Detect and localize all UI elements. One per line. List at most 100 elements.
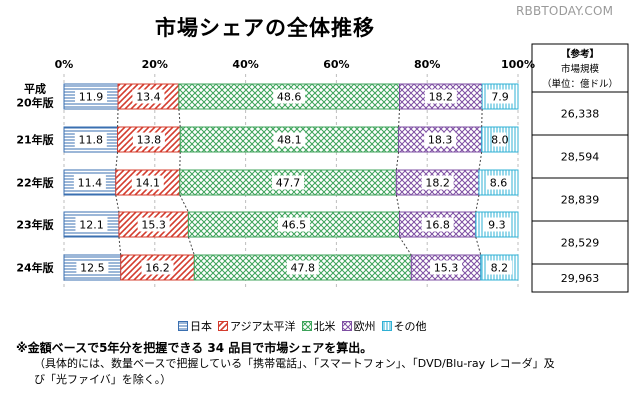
- connector-line: [395, 151, 400, 171]
- legend-item-asia-pacific: アジア太平洋: [218, 318, 296, 334]
- reference-table-value: 26,338: [561, 108, 600, 121]
- connector-line: [398, 108, 401, 128]
- data-label-bg: [272, 175, 305, 190]
- hatch-diagonal-icon: [218, 321, 228, 331]
- connector-line: [475, 236, 482, 256]
- data-label-bg: [484, 217, 510, 232]
- data-label: 48.1: [277, 134, 302, 147]
- data-label: 11.9: [79, 91, 104, 104]
- data-label: 12.1: [79, 219, 104, 232]
- footnote-line: （具体的には、数量ベースで把握している「携帯電話」、「スマートフォン」、「DVD…: [34, 357, 555, 370]
- x-tick-label: 60%: [323, 58, 349, 71]
- legend-label: 北米: [313, 320, 336, 333]
- footnote-line: び「光ファイバ」を除く。）: [34, 373, 172, 386]
- hatch-diagonal-crosshatch-icon: [341, 321, 352, 331]
- category-label: 22年版: [16, 176, 53, 190]
- bar-segment: [179, 126, 400, 153]
- data-label-bg: [131, 175, 164, 190]
- data-label-bg: [76, 260, 109, 275]
- data-label-bg: [132, 132, 165, 147]
- category-label: 23年版: [16, 218, 53, 232]
- reference-table-header: （単位：億ドル）: [542, 78, 618, 90]
- data-label: 7.9: [491, 91, 509, 104]
- data-label: 11.4: [78, 177, 103, 190]
- data-label: 47.7: [276, 177, 301, 190]
- category-label: 平成 20年版: [16, 82, 53, 110]
- category-label: 21年版: [16, 133, 53, 147]
- connector-line: [475, 194, 480, 213]
- data-label: 13.4: [136, 91, 161, 104]
- legend-item-other: その他: [381, 318, 427, 334]
- legend-item-japan: 日本: [178, 318, 212, 334]
- data-label: 47.8: [291, 262, 316, 275]
- data-label-bg: [424, 132, 457, 147]
- data-label-bg: [132, 89, 165, 104]
- data-label-bg: [485, 175, 512, 190]
- x-tick-label: 0%: [55, 58, 74, 71]
- data-label: 16.2: [145, 262, 170, 275]
- category-label: 24年版: [16, 261, 53, 275]
- data-label-bg: [277, 217, 310, 232]
- data-label: 11.8: [79, 134, 104, 147]
- data-label: 13.8: [137, 134, 162, 147]
- data-label: 8.2: [491, 262, 509, 275]
- data-label-bg: [493, 132, 507, 147]
- reference-table-header: 市場規模: [561, 63, 600, 75]
- legend-label: アジア太平洋: [230, 320, 296, 333]
- x-tick-label: 100%: [501, 58, 535, 71]
- data-label: 48.6: [277, 91, 302, 104]
- reference-table-header: 【参考】: [561, 48, 599, 60]
- connector-line: [179, 194, 189, 213]
- data-label-bg: [486, 260, 513, 275]
- data-label-bg: [424, 89, 457, 104]
- data-label-bg: [430, 260, 463, 275]
- connector-line: [178, 108, 181, 128]
- connector-line: [399, 236, 412, 256]
- footnotes: ※金額ベースで5年分を把握できる 34 品目で市場シェアを算出。 （具体的には、…: [16, 340, 555, 388]
- hatch-horizontal-icon: [178, 321, 188, 331]
- data-label: 15.3: [141, 219, 166, 232]
- reference-table-value: 28,529: [561, 237, 600, 250]
- connector-line: [187, 236, 195, 256]
- hatch-crosshatch-icon: [301, 321, 312, 331]
- watermark: RBBTODAY.COM: [516, 4, 614, 18]
- reference-table-frame: [531, 43, 629, 293]
- reference-table-value: 28,594: [561, 151, 600, 164]
- bar-segment: [399, 211, 477, 238]
- data-label: 16.8: [425, 219, 450, 232]
- bar-segment: [117, 83, 180, 110]
- data-label: 8.6: [490, 177, 508, 190]
- data-label: 18.2: [429, 91, 454, 104]
- x-tick-label: 40%: [232, 58, 258, 71]
- legend: 日本 アジア太平洋 北米 欧州 その他: [178, 318, 427, 334]
- bar-segment: [475, 211, 519, 238]
- hatch-vertical-icon: [381, 321, 392, 331]
- data-label-bg: [75, 217, 108, 232]
- legend-label: 欧州: [353, 320, 376, 333]
- data-label-bg: [73, 175, 106, 190]
- legend-label: 日本: [190, 320, 212, 333]
- connector-line: [115, 151, 119, 171]
- data-label: 15.3: [434, 262, 459, 275]
- legend-label: その他: [393, 320, 427, 333]
- reference-table-value: 28,839: [561, 194, 600, 207]
- connector-line: [118, 236, 122, 256]
- connector-line: [478, 151, 483, 171]
- data-label: 14.1: [136, 177, 161, 190]
- data-label: 8.0: [491, 134, 509, 147]
- data-label-bg: [75, 89, 108, 104]
- connector-line: [115, 194, 120, 213]
- x-tick-label: 20%: [142, 58, 168, 71]
- bar-segment: [63, 211, 120, 238]
- data-label: 9.3: [488, 219, 506, 232]
- reference-table-value: 29,963: [561, 272, 600, 285]
- chart-title: 市場シェアの全体推移: [155, 16, 375, 40]
- legend-item-europe: 欧州: [341, 318, 376, 334]
- data-label-bg: [141, 260, 174, 275]
- data-label-bg: [421, 175, 454, 190]
- data-label-bg: [273, 132, 306, 147]
- data-label: 18.3: [428, 134, 453, 147]
- connector-line: [395, 194, 400, 213]
- data-label: 46.5: [282, 219, 307, 232]
